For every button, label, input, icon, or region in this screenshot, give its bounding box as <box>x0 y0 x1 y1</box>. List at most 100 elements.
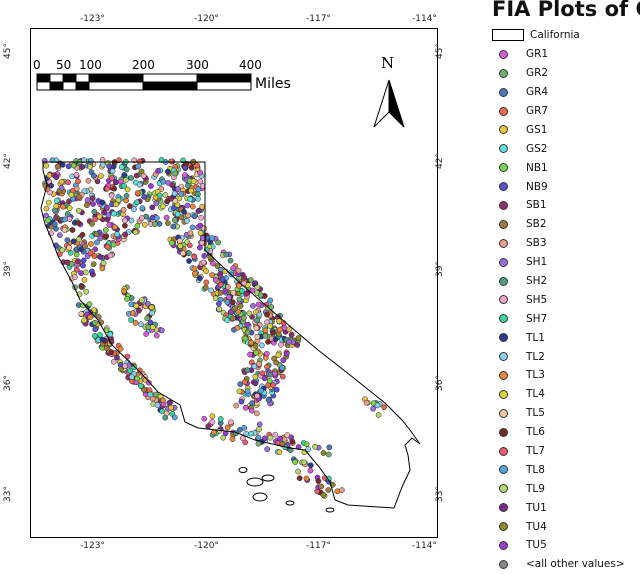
legend-item: TU4 <box>492 517 625 536</box>
fia-plot-point <box>209 272 215 278</box>
fia-plot-point <box>106 221 113 228</box>
fia-plot-point <box>81 317 88 324</box>
fia-plot-point <box>253 349 260 356</box>
fia-plot-point <box>374 402 381 409</box>
point-symbol-icon <box>498 219 508 229</box>
fia-plot-point <box>208 287 214 294</box>
fia-plot-point <box>236 388 243 395</box>
legend-item: GS1 <box>492 120 625 139</box>
fia-plot-point <box>203 268 209 274</box>
fia-plot-point <box>217 416 224 422</box>
point-symbol-icon <box>498 106 508 116</box>
fia-plot-point <box>195 191 201 198</box>
point-symbol-icon <box>498 446 508 456</box>
fia-plot-point <box>84 202 90 209</box>
graticule-label: 36° <box>2 375 13 391</box>
legend-label: SB3 <box>526 237 547 250</box>
fia-plot-point <box>199 239 205 246</box>
fia-plot-point <box>152 221 158 227</box>
fia-plot-point <box>64 237 71 243</box>
fia-plot-point <box>138 297 145 304</box>
fia-plot-point <box>191 265 198 272</box>
legend-swatch <box>492 182 514 192</box>
fia-plot-point <box>75 178 81 185</box>
point-symbol-icon <box>498 427 508 437</box>
fia-plot-point <box>295 335 302 341</box>
legend-label: TL6 <box>526 426 545 439</box>
fia-plot-point <box>76 236 82 243</box>
point-symbol-icon <box>498 68 508 78</box>
fia-plot-point <box>198 214 204 221</box>
fia-plot-point <box>147 391 154 398</box>
legend-item: TL6 <box>492 423 625 442</box>
point-symbol-icon <box>498 182 508 192</box>
fia-plot-point <box>339 487 345 493</box>
fia-plot-point <box>80 257 87 264</box>
fia-plot-point <box>91 332 98 339</box>
fia-plot-point <box>160 397 166 404</box>
fia-plot-point <box>232 305 239 311</box>
fia-plot-point <box>168 240 175 246</box>
fia-plot-point <box>243 290 250 297</box>
fia-plot-point <box>242 379 248 385</box>
fia-plot-point <box>244 367 251 373</box>
fia-plot-point <box>58 184 65 191</box>
fia-plot-point <box>220 434 227 441</box>
legend-item: SB2 <box>492 215 625 234</box>
fia-plot-point <box>252 374 259 380</box>
fia-plot-point <box>131 206 137 213</box>
fia-plot-point <box>188 187 194 194</box>
fia-plot-point <box>253 410 260 417</box>
point-symbol-icon <box>498 408 508 418</box>
legend-item: SH1 <box>492 253 625 272</box>
fia-plot-point <box>88 241 94 247</box>
fia-plot-point <box>168 404 174 411</box>
fia-plot-point <box>81 276 88 283</box>
fia-plot-point <box>110 358 117 365</box>
point-symbol-icon <box>498 49 508 59</box>
fia-plot-point <box>262 333 269 339</box>
fia-plot-point <box>242 439 249 446</box>
fia-plot-point <box>192 270 198 277</box>
fia-plot-point <box>251 363 258 370</box>
fia-plot-point <box>54 163 61 170</box>
legend-label: GR4 <box>526 86 549 99</box>
fia-plot-point <box>165 220 171 226</box>
fia-plot-point <box>107 331 114 338</box>
fia-plot-point <box>76 207 82 214</box>
legend-label: TL5 <box>526 407 545 420</box>
fia-plot-point <box>91 208 98 215</box>
legend-swatch <box>492 540 514 550</box>
fia-plot-point <box>131 364 138 371</box>
point-symbol-icon <box>498 503 508 513</box>
fia-plot-point <box>255 434 262 441</box>
fia-plot-point <box>141 221 148 228</box>
fia-plot-point <box>159 203 166 210</box>
fia-plot-point <box>162 192 169 198</box>
fia-plot-point <box>216 306 223 312</box>
fia-plot-point <box>158 157 165 163</box>
graticule-label: -120° <box>194 541 219 551</box>
legend-label: SH2 <box>526 275 548 288</box>
legend-item: SH7 <box>492 309 625 328</box>
fia-plot-point <box>375 412 382 418</box>
fia-plot-point <box>261 375 268 382</box>
legend-swatch <box>492 68 514 78</box>
fia-plot-point <box>184 202 191 209</box>
fia-plot-point <box>230 315 236 322</box>
legend-item: TU1 <box>492 498 625 517</box>
fia-plot-point <box>114 231 120 238</box>
fia-plot-point <box>254 317 260 324</box>
legend-swatch <box>492 465 514 475</box>
fia-plot-point <box>121 172 128 178</box>
fia-plot-point <box>292 459 299 465</box>
legend-item: SB1 <box>492 196 625 215</box>
fia-plot-point <box>121 183 127 189</box>
legend-label: GS2 <box>526 142 548 155</box>
legend-label: SB2 <box>526 218 547 231</box>
fia-plot-point <box>100 260 107 266</box>
fia-plot-point <box>201 253 208 259</box>
fia-plot-point <box>270 329 276 336</box>
fia-plot-point <box>51 221 58 227</box>
legend-swatch <box>492 559 514 569</box>
